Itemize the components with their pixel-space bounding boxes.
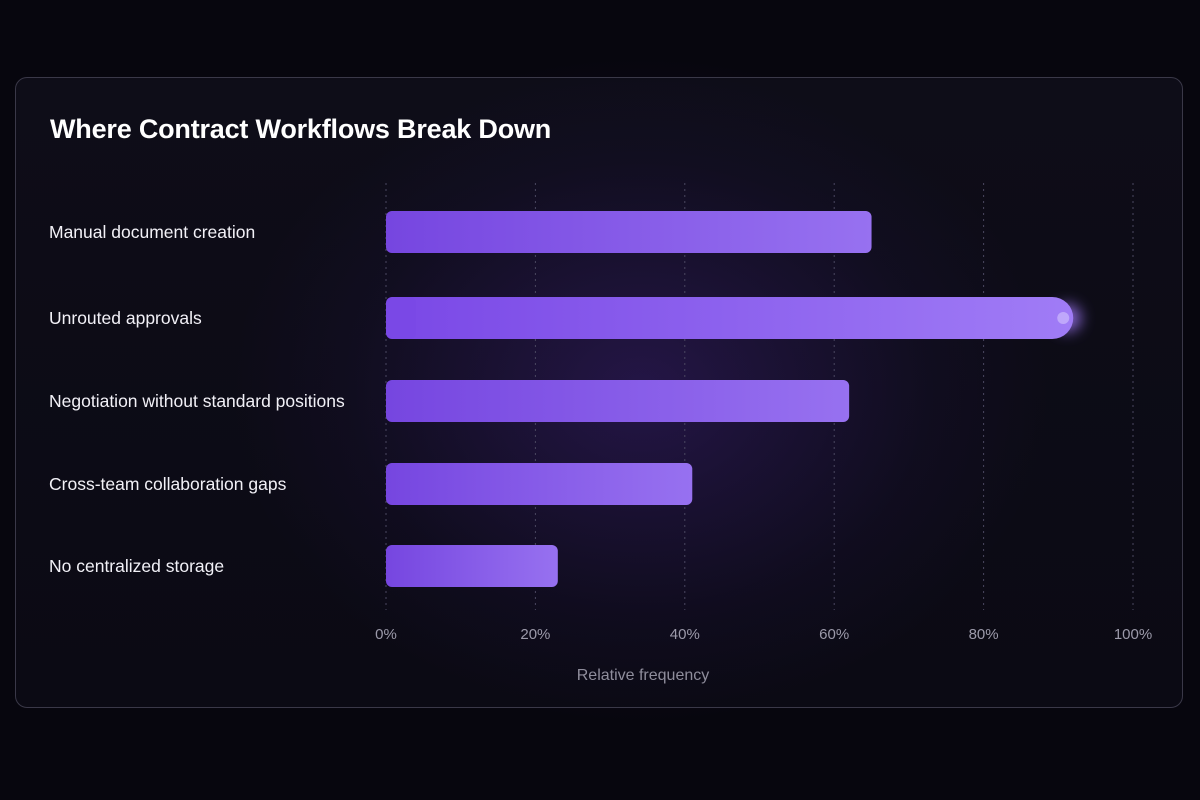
bar — [386, 463, 693, 505]
bars — [386, 211, 1082, 587]
chart-card: Where Contract Workflows Break Down Manu… — [15, 77, 1183, 708]
chart-title: Where Contract Workflows Break Down — [50, 114, 552, 144]
bar — [386, 545, 558, 587]
bar-left-cap — [386, 297, 416, 339]
gridlines — [385, 183, 1134, 610]
bar — [386, 211, 872, 253]
x-tick-label: 0% — [375, 626, 397, 643]
bar-highlight-dot — [1057, 312, 1070, 324]
category-labels: Manual document creation Unrouted approva… — [49, 222, 345, 576]
x-tick-label: 20% — [520, 626, 550, 643]
x-tick-label: 100% — [1114, 626, 1152, 643]
bar — [386, 297, 1074, 339]
category-label: No centralized storage — [49, 556, 224, 576]
x-tick-label: 60% — [819, 626, 849, 643]
x-axis-title: Relative frequency — [577, 667, 710, 684]
bar-chart: Manual document creation Unrouted approva… — [49, 183, 1152, 684]
x-tick-label: 40% — [670, 626, 700, 643]
x-tick-label: 80% — [969, 626, 999, 643]
x-tick-labels: 0% 20% 40% 60% 80% 100% — [375, 626, 1152, 643]
category-label: Unrouted approvals — [49, 308, 202, 328]
bar — [386, 380, 850, 422]
category-label: Negotiation without standard positions — [49, 391, 345, 411]
category-label: Manual document creation — [49, 222, 255, 242]
category-label: Cross-team collaboration gaps — [49, 474, 287, 494]
